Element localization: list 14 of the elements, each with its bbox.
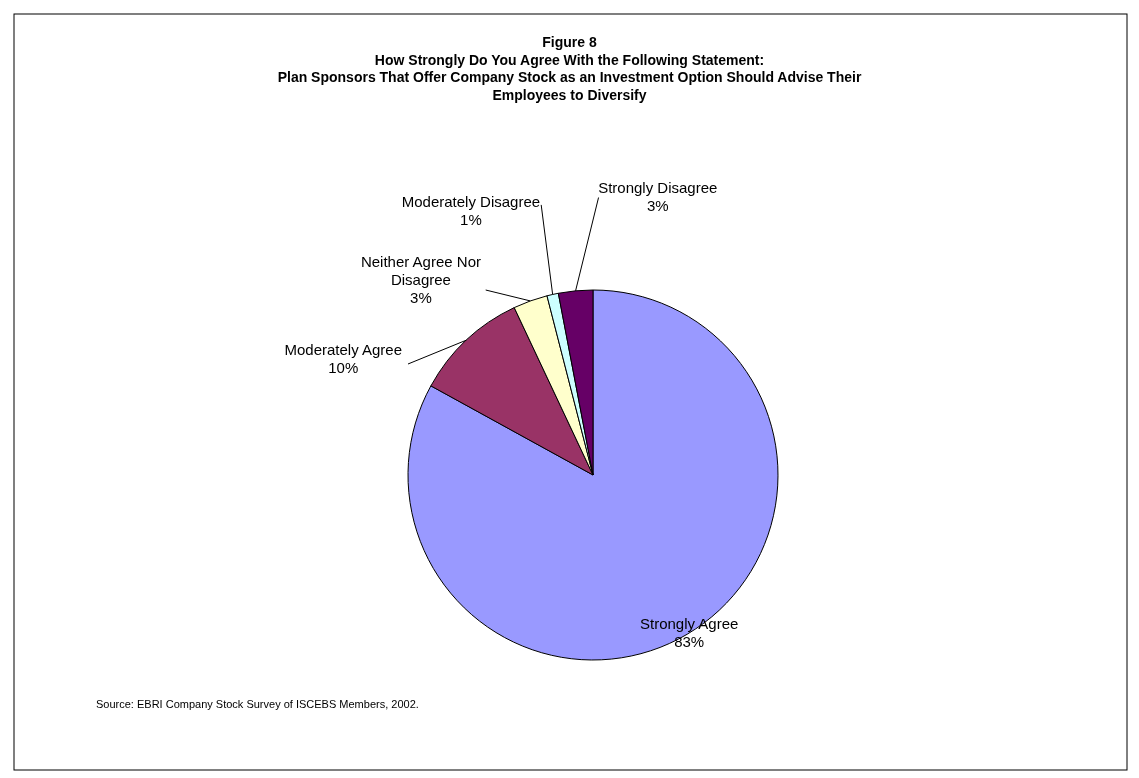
data-label: 3%	[646, 196, 669, 214]
chart-title: Figure 8	[542, 34, 597, 50]
slice-label: Moderately Disagree	[401, 193, 541, 211]
slice-label: Strongly Disagree	[598, 178, 718, 196]
data-label: 1%	[460, 211, 482, 229]
data-label: 3%	[410, 288, 432, 306]
source-note: Source: EBRI Company Stock Survey of ISCEBS Members, 2002.	[96, 698, 419, 710]
slice-label: Neither Agree Nor Disagree	[360, 252, 481, 288]
slice-label: Strongly Agree	[640, 615, 739, 633]
chart-subtitle: How Strongly Do You Agree With the Following Statement: Plan Sponsors That Offer Company Stock as an Investment Option Should Advise Their Employees to Diversify	[277, 51, 862, 103]
slice-label: Moderately Agree	[284, 341, 403, 359]
data-label: 83%	[674, 633, 705, 651]
pie-slice	[407, 289, 779, 661]
data-label: 10%	[328, 359, 359, 377]
